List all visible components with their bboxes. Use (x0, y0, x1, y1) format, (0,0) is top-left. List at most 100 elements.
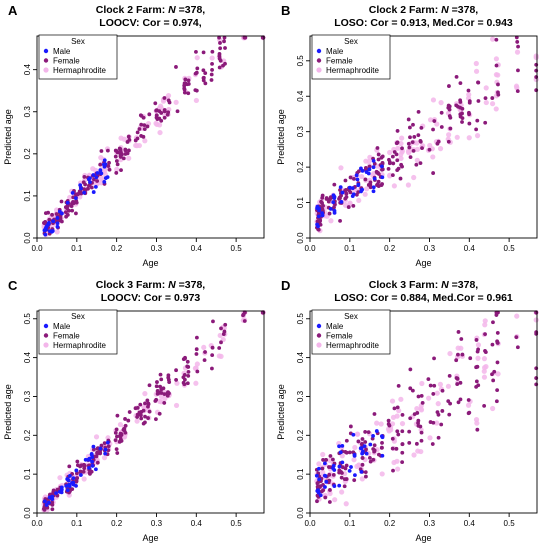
chart-title-line1: Clock 2 Farm: N =378, (96, 4, 206, 16)
point-female (407, 125, 412, 130)
point-hermaphrodite (419, 380, 425, 387)
point-female (495, 331, 500, 335)
point-hermaphrodite (427, 435, 433, 441)
point-male (368, 442, 373, 447)
point-female (474, 127, 479, 132)
point-male (371, 185, 376, 190)
point-female (186, 78, 191, 83)
point-female (87, 470, 92, 475)
legend-marker-female (43, 333, 49, 338)
point-female (92, 177, 96, 182)
point-female (143, 414, 147, 419)
legend-entry-label: Female (53, 332, 80, 341)
point-hermaphrodite (194, 55, 200, 61)
point-female (89, 185, 94, 190)
point-female (348, 175, 353, 180)
point-female (407, 440, 412, 445)
point-female (183, 355, 187, 360)
point-female (42, 507, 47, 512)
scatter-points (314, 309, 539, 507)
point-female (363, 177, 368, 182)
point-hermaphrodite (339, 453, 345, 459)
point-hermaphrodite (406, 150, 412, 156)
point-female (514, 335, 519, 340)
point-female (43, 221, 47, 226)
point-male (73, 196, 78, 201)
point-female (447, 84, 451, 88)
point-hermaphrodite (427, 142, 433, 149)
point-female (339, 469, 343, 474)
point-male (105, 175, 110, 180)
point-hermaphrodite (217, 332, 223, 339)
point-female (78, 470, 83, 475)
point-female (159, 391, 164, 395)
point-female (114, 149, 119, 153)
point-female (182, 86, 187, 91)
point-female (447, 373, 452, 378)
point-female (395, 158, 400, 163)
point-female (174, 377, 178, 382)
point-female (119, 168, 123, 173)
point-female (467, 110, 471, 115)
point-female (138, 113, 143, 118)
point-female (218, 41, 222, 45)
point-female (476, 99, 481, 103)
point-female (186, 369, 191, 374)
point-female (327, 472, 332, 477)
point-female (376, 452, 381, 457)
point-female (50, 502, 55, 507)
point-female (360, 437, 365, 441)
point-hermaphrodite (351, 457, 357, 463)
point-female (346, 205, 351, 209)
point-hermaphrodite (427, 117, 434, 123)
legend-entry-label: Hermaphrodite (53, 66, 106, 75)
point-female (366, 430, 371, 435)
y-tick-label: 0.0 (296, 232, 305, 244)
point-female (406, 117, 411, 122)
point-female (139, 416, 144, 421)
point-female (411, 122, 415, 127)
point-male (98, 446, 103, 451)
point-female (98, 162, 103, 167)
point-female (379, 445, 384, 450)
point-male (380, 453, 385, 458)
point-female (114, 427, 119, 432)
point-male (65, 477, 70, 481)
point-male (337, 444, 341, 449)
point-male (87, 465, 91, 470)
point-male (349, 465, 353, 469)
point-female (147, 112, 152, 117)
point-female (210, 61, 214, 66)
point-male (68, 474, 72, 478)
point-female (376, 152, 381, 157)
point-female (106, 444, 111, 449)
point-female (63, 205, 68, 210)
plot-frame (309, 310, 538, 514)
point-female (347, 188, 352, 193)
point-hermaphrodite (466, 135, 472, 141)
point-female (534, 376, 539, 380)
point-hermaphrodite (389, 398, 396, 404)
point-female (331, 473, 336, 477)
point-hermaphrodite (434, 420, 440, 426)
point-hermaphrodite (387, 172, 393, 178)
chart-title-line1: Clock 2 Farm: N =378, (369, 4, 479, 16)
legend-title: Sex (71, 312, 85, 321)
point-female (154, 115, 159, 120)
point-female (182, 90, 187, 95)
point-hermaphrodite (193, 380, 199, 386)
point-female (408, 155, 413, 160)
x-tick-label: 0.3 (424, 519, 436, 528)
point-female (483, 96, 488, 101)
point-female (137, 127, 142, 131)
point-female (420, 146, 424, 151)
point-female (135, 412, 140, 417)
scatter-points (41, 35, 266, 238)
point-female (113, 430, 118, 435)
point-male (67, 484, 72, 488)
point-hermaphrodite (379, 471, 385, 477)
point-female (415, 411, 420, 415)
y-tick-label: 0.0 (23, 232, 32, 244)
point-hermaphrodite (117, 421, 123, 428)
point-female (352, 176, 356, 181)
